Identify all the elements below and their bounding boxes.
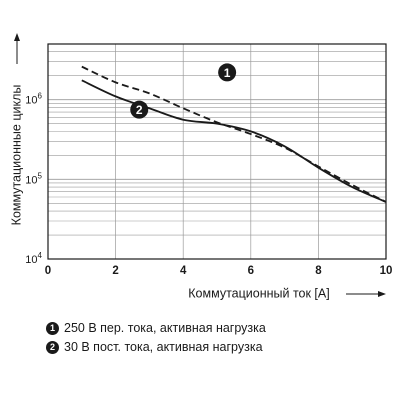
y-tick-label: 104 [25, 251, 42, 266]
y-tick-exponent: 5 [38, 171, 43, 180]
x-tick-label: 0 [45, 265, 51, 277]
y-tick-base: 10 [25, 174, 37, 186]
x-axis-arrow-icon [346, 291, 386, 297]
y-axis-title: Коммутационные циклы [9, 85, 23, 226]
legend-marker-1: 1 [46, 321, 59, 335]
x-tick-label: 10 [380, 265, 393, 277]
x-axis-title: Коммутационный ток [A] [188, 286, 329, 300]
legend-marker-2: 2 [46, 340, 59, 354]
series-marker-2 [130, 100, 149, 119]
legend-text-2: 30 В пост. тока, активная нагрузка [64, 340, 263, 354]
y-tick-exponent: 6 [38, 92, 43, 101]
y-tick-exponent: 4 [38, 251, 43, 260]
plot-frame [47, 43, 387, 260]
series-line-1 [81, 65, 387, 203]
series-line-2 [81, 79, 387, 203]
y-tick-label: 105 [25, 171, 42, 186]
x-tick-label: 8 [315, 265, 322, 277]
series-marker-1 [218, 63, 237, 82]
y-tick-base: 10 [25, 95, 37, 107]
legend-text-1: 250 В пер. тока, активная нагрузка [64, 321, 266, 335]
x-tick-label: 2 [112, 265, 118, 277]
y-tick-label: 106 [25, 92, 42, 107]
x-tick-label: 4 [180, 265, 187, 277]
grid [47, 43, 387, 260]
legend-item-1: 1 250 В пер. тока, активная нагрузка [46, 321, 266, 335]
y-axis-title-group: Коммутационные циклы [9, 85, 23, 226]
series-marker-label-1: 1 [224, 66, 231, 80]
series-layer: 12 [81, 63, 387, 203]
y-axis-arrow-icon [14, 33, 20, 64]
y-tick-base: 10 [25, 254, 37, 266]
x-tick-label: 6 [248, 265, 254, 277]
legend-item-2: 2 30 В пост. тока, активная нагрузка [46, 340, 263, 354]
series-marker-label-2: 2 [136, 103, 143, 117]
